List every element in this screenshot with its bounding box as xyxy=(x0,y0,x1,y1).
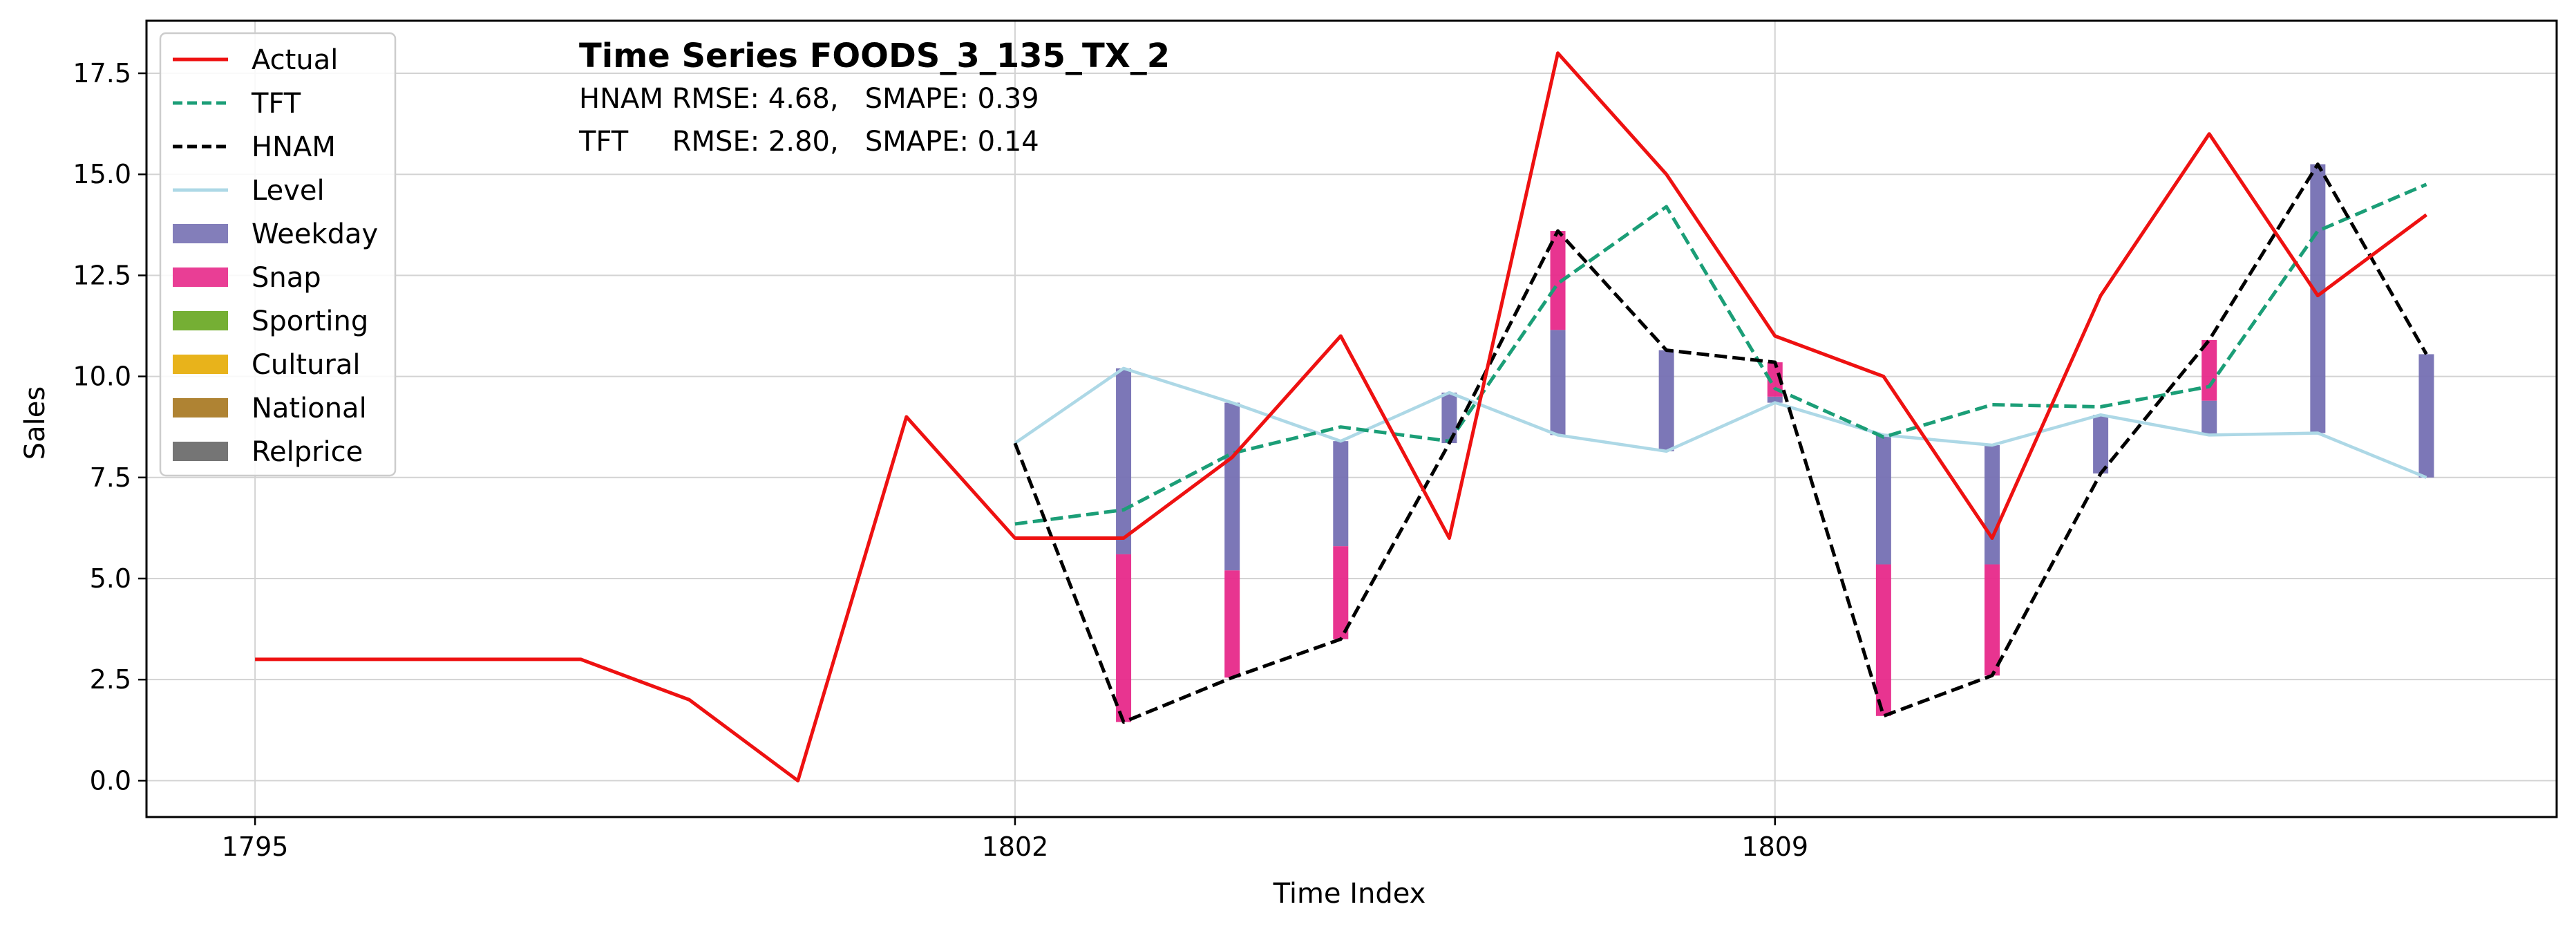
component-bar-snap xyxy=(1550,231,1566,330)
legend-label-relprice: Relprice xyxy=(252,436,363,468)
x-axis-label: Time Index xyxy=(1273,878,1426,910)
x-axis-ticks: 1795 1802 1809 xyxy=(222,817,1808,862)
plot-frame xyxy=(145,19,2558,818)
series-lines xyxy=(255,51,2428,782)
legend-label-sporting: Sporting xyxy=(252,306,368,337)
y-axis-ticks: 0.0 2.5 5.0 7.5 10.0 12.5 15.0 17.5 xyxy=(73,58,146,796)
legend-label-snap: Snap xyxy=(252,262,321,294)
legend-label-national: National xyxy=(252,393,367,424)
legend-swatch-snap xyxy=(173,268,228,287)
component-bar-snap xyxy=(1875,564,1891,716)
x-tick-label: 1795 xyxy=(222,832,289,862)
legend-swatch-cultural xyxy=(173,355,228,374)
legend-label-weekday: Weekday xyxy=(252,218,378,250)
y-tick-label: 2.5 xyxy=(90,664,131,695)
x-tick-label: 1802 xyxy=(982,832,1049,862)
component-bar-weekday xyxy=(2418,354,2434,478)
component-bar-snap xyxy=(1984,564,2000,676)
component-bar-snap xyxy=(1333,546,1349,639)
component-bar-weekday xyxy=(1984,445,2000,565)
legend-label-cultural: Cultural xyxy=(252,349,361,381)
x-tick-label: 1809 xyxy=(1741,832,1808,862)
y-tick-label: 10.0 xyxy=(73,362,131,392)
component-bar-weekday xyxy=(1550,330,1566,435)
component-bar-snap xyxy=(1224,570,1240,678)
component-bar-weekday xyxy=(1767,396,1783,403)
component-bar-weekday xyxy=(1441,392,1457,444)
series-line-actual xyxy=(255,51,2427,782)
chart-title: Time Series FOODS_3_135_TX_2 xyxy=(579,37,1170,75)
legend-label-hnam: HNAM xyxy=(252,131,336,163)
component-bar-weekday xyxy=(1875,435,1891,565)
legend-swatch-weekday xyxy=(173,224,228,243)
legend: Actual TFT HNAM Level Weekday Snap Sporting Cul… xyxy=(159,32,397,477)
legend-label-actual: Actual xyxy=(252,44,338,76)
component-bar-snap xyxy=(2201,339,2217,401)
y-tick-label: 12.5 xyxy=(73,260,131,290)
component-bar-weekday xyxy=(1116,368,1132,554)
tft-metric-line: TFT RMSE: 2.80, SMAPE: 0.14 xyxy=(578,126,1039,158)
component-bar-snap xyxy=(1767,362,1783,397)
series-line-hnam xyxy=(1013,162,2428,724)
y-tick-label: 15.0 xyxy=(73,159,131,189)
component-bar-weekday xyxy=(2093,415,2109,473)
component-bar-weekday xyxy=(2201,400,2217,435)
hnam-metric-line: HNAM RMSE: 4.68, SMAPE: 0.39 xyxy=(579,83,1039,115)
component-bar-weekday xyxy=(2310,164,2326,433)
component-bars xyxy=(1116,164,2434,722)
component-bar-weekday xyxy=(1224,402,1240,571)
series-line-tft xyxy=(1014,182,2427,526)
y-axis-label: Sales xyxy=(19,386,51,460)
legend-swatch-sporting xyxy=(173,311,228,330)
component-bar-snap xyxy=(1116,554,1132,722)
y-tick-label: 0.0 xyxy=(90,765,131,796)
legend-swatch-national xyxy=(173,398,228,417)
legend-label-tft: TFT xyxy=(251,88,301,120)
y-tick-label: 7.5 xyxy=(90,462,131,493)
component-bar-weekday xyxy=(1333,441,1349,547)
series-line-level xyxy=(1014,366,2427,479)
y-tick-label: 5.0 xyxy=(90,563,131,594)
legend-label-level: Level xyxy=(252,175,325,207)
legend-swatch-relprice xyxy=(173,442,228,461)
component-bar-weekday xyxy=(1658,350,1674,451)
y-tick-label: 17.5 xyxy=(73,58,131,88)
